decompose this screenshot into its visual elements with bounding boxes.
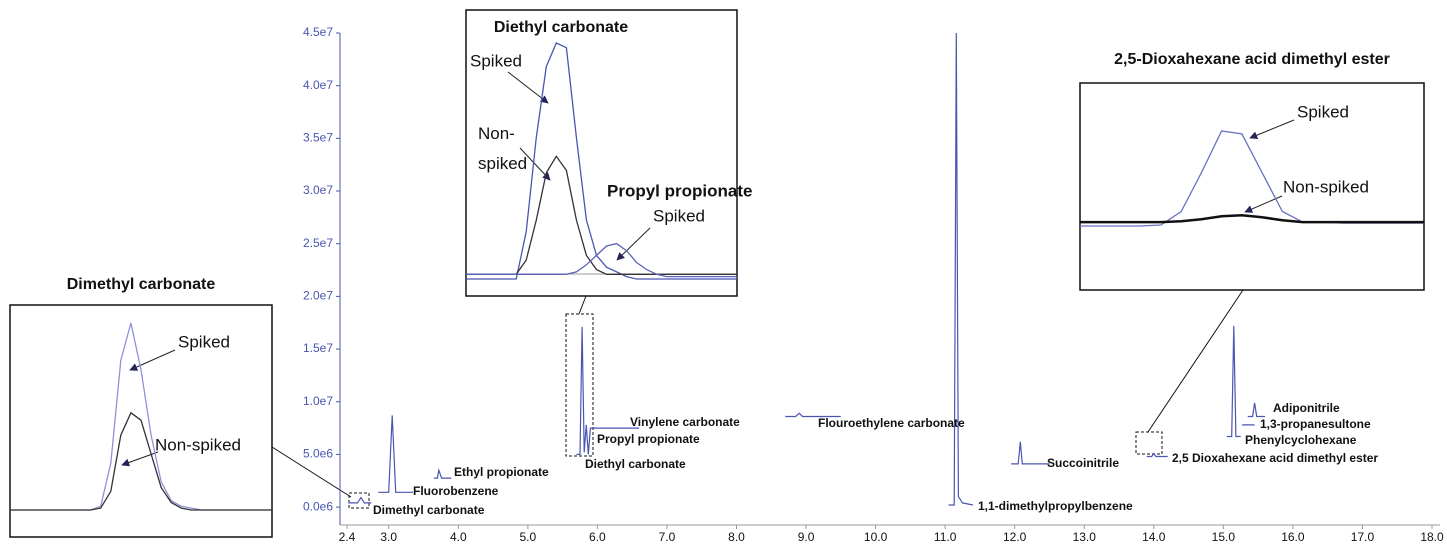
inset-frame bbox=[465, 9, 738, 297]
inset-frame bbox=[1079, 82, 1425, 291]
trace bbox=[466, 242, 737, 278]
trace bbox=[1080, 214, 1424, 224]
inset-annotation: Propyl propionate bbox=[607, 181, 752, 200]
x-tick-label: 14.0 bbox=[1142, 530, 1166, 544]
trace bbox=[10, 411, 272, 511]
peak-label: Propyl propionate bbox=[597, 432, 700, 446]
x-tick-label: 7.0 bbox=[659, 530, 676, 544]
inset-title: 2,5-Dioxahexane acid dimethyl ester bbox=[1114, 51, 1390, 68]
series-label: Spiked bbox=[178, 332, 230, 351]
peak-label: Succoinitrile bbox=[1047, 456, 1119, 470]
y-tick-label: 3.5e7 bbox=[303, 131, 333, 145]
peak-label: 1,1-dimethylpropylbenzene bbox=[978, 499, 1133, 513]
arrow bbox=[616, 227, 651, 261]
y-tick-label: 3.0e7 bbox=[303, 183, 333, 197]
peak-label: Vinylene carbonate bbox=[630, 415, 740, 429]
series-label: Non-spiked bbox=[1283, 177, 1369, 196]
x-tick-label: 4.0 bbox=[450, 530, 467, 544]
arrow bbox=[121, 451, 159, 467]
inset-frame bbox=[9, 304, 273, 538]
x-tick-label: 8.0 bbox=[728, 530, 745, 544]
trace bbox=[348, 32, 1266, 506]
trace bbox=[10, 322, 272, 511]
inset-title: Dimethyl carbonate bbox=[67, 276, 216, 293]
series-label: Spiked bbox=[653, 206, 705, 225]
y-tick-label: 0.0e6 bbox=[303, 499, 333, 513]
x-tick-label: 11.0 bbox=[934, 530, 957, 544]
y-tick-label: 1.5e7 bbox=[303, 341, 333, 355]
arrow bbox=[1244, 195, 1283, 213]
x-tick-label: 6.0 bbox=[589, 530, 606, 544]
x-tick-label: 12.0 bbox=[1003, 530, 1027, 544]
peak-label: Fluorobenzene bbox=[413, 484, 499, 498]
y-tick-label: 2.0e7 bbox=[303, 289, 333, 303]
trace bbox=[1080, 130, 1424, 227]
peak-label: Dimethyl carbonate bbox=[373, 503, 485, 517]
series-label: Spiked bbox=[470, 51, 522, 70]
x-tick-label: 10.0 bbox=[864, 530, 888, 544]
peak-label: 2,5 Dioxahexane acid dimethyl ester bbox=[1172, 451, 1378, 465]
x-tick-label: 16.0 bbox=[1281, 530, 1305, 544]
arrow bbox=[1249, 119, 1295, 139]
y-tick-label: 1.0e7 bbox=[303, 394, 333, 408]
x-tick-label: 9.0 bbox=[798, 530, 815, 544]
y-tick-label: 5.0e6 bbox=[303, 447, 333, 461]
x-tick-label: 13.0 bbox=[1073, 530, 1097, 544]
arrow bbox=[519, 147, 551, 181]
x-tick-label: 18.0 bbox=[1420, 530, 1444, 544]
series-label: Non-spiked bbox=[155, 435, 241, 454]
x-tick-label: 3.0 bbox=[380, 530, 397, 544]
peak-label: 1,3-propanesultone bbox=[1260, 417, 1371, 431]
trace bbox=[466, 42, 737, 280]
peak-label: Flouroethylene carbonate bbox=[818, 416, 965, 430]
x-tick-label: 17.0 bbox=[1351, 530, 1375, 544]
leader-line bbox=[1147, 289, 1244, 433]
peak-label: Phenylcyclohexane bbox=[1245, 433, 1357, 447]
leader-line bbox=[271, 446, 352, 498]
peak-label: Adiponitrile bbox=[1273, 401, 1340, 415]
arrow bbox=[129, 349, 176, 371]
zoom-box bbox=[565, 313, 594, 457]
y-tick-label: 4.5e7 bbox=[303, 25, 333, 39]
zoom-box bbox=[348, 492, 370, 509]
series-label: Spiked bbox=[1297, 102, 1349, 121]
x-tick-label: 2.4 bbox=[339, 530, 356, 544]
peak-label: Diethyl carbonate bbox=[585, 457, 686, 471]
y-tick-label: 2.5e7 bbox=[303, 236, 333, 250]
inset-title: Diethyl carbonate bbox=[494, 19, 628, 36]
x-tick-label: 15.0 bbox=[1212, 530, 1236, 544]
zoom-box bbox=[1135, 431, 1163, 455]
leader-line bbox=[578, 295, 587, 315]
x-tick-label: 5.0 bbox=[519, 530, 536, 544]
peak-label: Ethyl propionate bbox=[454, 465, 549, 479]
series-label: Non-spiked bbox=[478, 124, 527, 173]
y-tick-label: 4.0e7 bbox=[303, 78, 333, 92]
